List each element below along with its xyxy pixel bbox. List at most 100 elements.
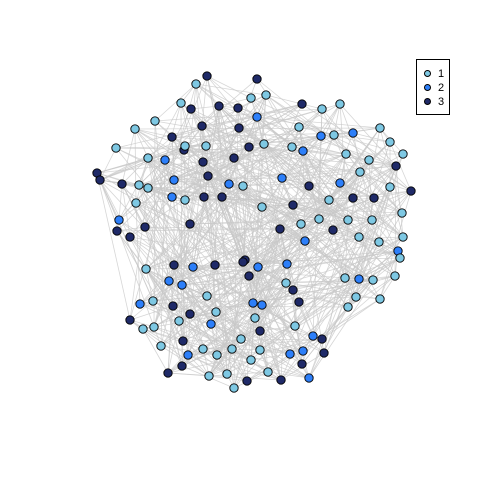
graph-edge (135, 157, 149, 204)
graph-edge (178, 311, 217, 322)
graph-node-group-3 (288, 285, 298, 295)
graph-edge (352, 197, 404, 238)
graph-node-group-3 (95, 175, 105, 185)
graph-node-group-3 (252, 74, 262, 84)
graph-node-group-1 (395, 253, 405, 263)
graph-edge (292, 289, 381, 300)
graph-node-group-3 (125, 232, 135, 242)
graph-edge (352, 132, 391, 143)
graph-node-group-1 (281, 278, 291, 288)
graph-node-group-1 (385, 137, 395, 147)
graph-edge (242, 257, 401, 263)
graph-node-group-2 (252, 112, 262, 122)
graph-node-group-2 (308, 331, 318, 341)
graph-edge (118, 219, 175, 266)
graph-edge (214, 261, 244, 266)
graph-edge (347, 212, 403, 308)
graph-edge (181, 250, 399, 286)
graph-node-group-3 (198, 157, 208, 167)
graph-edge (134, 128, 166, 161)
graph-edge (202, 348, 228, 375)
graph-edge (171, 125, 203, 138)
graph-node-group-1 (201, 141, 211, 151)
graph-node-group-1 (385, 182, 395, 192)
graph-edge (250, 353, 291, 361)
graph-edge (298, 275, 396, 303)
graph-edge (138, 184, 373, 221)
legend-item-1: 1 (417, 67, 451, 81)
graph-edge (183, 149, 397, 167)
graph-edge (265, 94, 322, 137)
graph-edge (344, 257, 401, 279)
graph-edge (99, 179, 162, 347)
graph-node-group-3 (163, 368, 173, 378)
graph-node-group-1 (134, 180, 144, 190)
graph-node-group-3 (217, 192, 227, 202)
graph-edge (208, 359, 252, 377)
graph-edge (373, 190, 412, 199)
graph-edge (147, 187, 223, 198)
graph-edge (134, 128, 173, 138)
graph-edge (372, 257, 401, 281)
graph-edge (244, 197, 354, 261)
graph-node-group-1 (198, 344, 208, 354)
graph-edge (308, 236, 360, 379)
graph-edge (135, 202, 300, 303)
graph-node-group-1 (156, 341, 166, 351)
graph-node-group-1 (374, 237, 384, 247)
graph-node-group-3 (244, 271, 254, 281)
graph-edge (168, 264, 216, 282)
graph-edge (99, 179, 183, 367)
graph-node-group-3 (167, 132, 177, 142)
graph-edge (379, 127, 403, 214)
graph-node-group-3 (185, 219, 195, 229)
graph-edge (189, 146, 250, 225)
graph-edge (181, 284, 233, 350)
graph-edge (147, 187, 194, 268)
graph-node-group-1 (180, 195, 190, 205)
graph-node-group-1 (131, 198, 141, 208)
graph-edge (190, 108, 265, 145)
legend-swatch-1 (424, 70, 431, 77)
graph-edge (134, 128, 186, 147)
graph-node-group-3 (169, 260, 179, 270)
graph-edge (192, 175, 209, 268)
graph-node-group-1 (130, 124, 140, 134)
graph-node-group-3 (117, 179, 127, 189)
graph-edge (142, 328, 204, 350)
graph-node-group-1 (257, 202, 267, 212)
graph-edge (332, 229, 357, 298)
graph-node-group-3 (185, 309, 195, 319)
graph-edge (173, 175, 209, 181)
graph-node-group-2 (348, 128, 358, 138)
legend-swatch-3 (424, 98, 431, 105)
graph-edge (261, 304, 282, 381)
graph-edge (134, 128, 149, 159)
graph-edge (352, 132, 412, 192)
graph-node-group-3 (177, 361, 187, 371)
graph-edge (138, 159, 166, 186)
graph-edge (216, 263, 288, 356)
graph-node-group-1 (375, 123, 385, 133)
graph-edge (134, 127, 381, 130)
graph-edge (178, 263, 288, 322)
graph-edge (184, 145, 205, 198)
graph-edge (281, 165, 397, 179)
graph-edge (231, 348, 310, 379)
legend-label-1: 1 (438, 68, 445, 80)
graph-edge (99, 179, 208, 297)
graph-edge (147, 187, 250, 277)
graph-node-group-1 (150, 116, 160, 126)
graph-node-group-1 (398, 149, 408, 159)
graph-node-group-3 (214, 101, 224, 111)
graph-edge (304, 229, 334, 242)
graph-edge (135, 202, 256, 319)
graph-node-group-3 (294, 297, 304, 307)
graph-edge (144, 226, 281, 230)
graph-edge (332, 219, 373, 231)
graph-edge (215, 228, 281, 313)
graph-edge (201, 78, 258, 127)
graph-edge (138, 150, 304, 186)
graph-edge (257, 266, 287, 284)
graph-edge (145, 268, 191, 315)
